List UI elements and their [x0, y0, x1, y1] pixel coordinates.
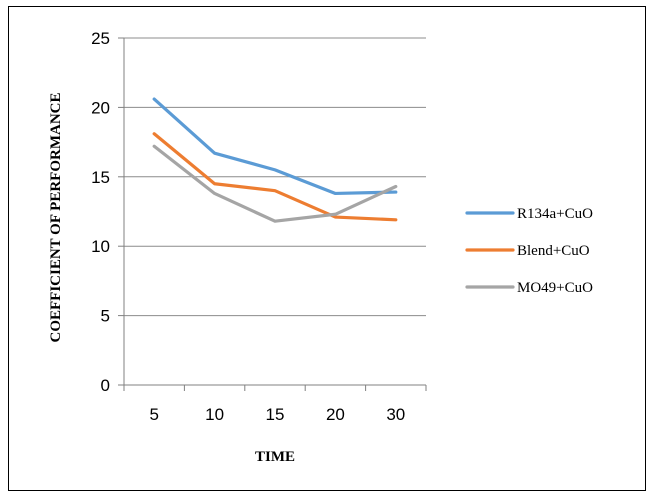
y-axis-title: COEFFICIENT OF PERFORMANCE: [48, 92, 64, 342]
x-tick-label: 20: [326, 405, 345, 424]
legend-label: MO49+CuO: [517, 280, 593, 296]
chart-frame: [8, 6, 646, 491]
x-tick-label: 10: [205, 405, 224, 424]
x-tick-label: 15: [266, 405, 285, 424]
y-tick-label: 20: [91, 98, 110, 117]
x-tick-label: 30: [386, 405, 405, 424]
y-tick-labels: 0 5 10 15 20 25: [91, 29, 110, 395]
series-line-r134a-cuo: [152, 97, 398, 196]
y-tick-label: 0: [101, 376, 110, 395]
legend-label: Blend+CuO: [517, 243, 590, 259]
series-line-mo49-cuo: [152, 144, 398, 223]
y-tick-label: 25: [91, 29, 110, 48]
axes: [118, 37, 427, 391]
y-tick-label: 15: [91, 168, 110, 187]
x-tick-labels: 5 10 15 20 30: [149, 405, 405, 424]
legend: R134a+CuO Blend+CuO MO49+CuO: [465, 206, 593, 296]
x-tick-label: 5: [149, 405, 158, 424]
legend-label: R134a+CuO: [517, 206, 593, 222]
gridlines: [124, 37, 426, 317]
y-tick-label: 5: [101, 307, 110, 326]
series-lines: [152, 97, 398, 223]
series-line-blend-cuo: [152, 132, 398, 222]
y-tick-label: 10: [91, 237, 110, 256]
x-axis-title: TIME: [255, 449, 295, 465]
